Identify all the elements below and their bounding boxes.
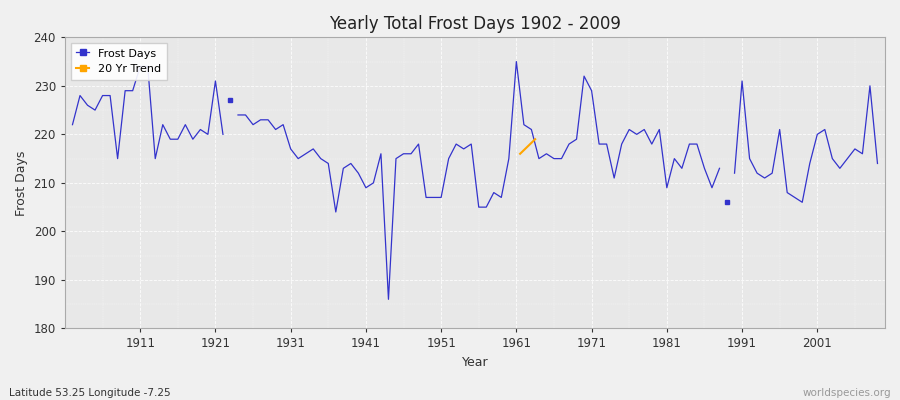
- Frost Days: [68, 122, 78, 127]
- Frost Days: [158, 122, 168, 127]
- Frost Days: [195, 127, 206, 132]
- Line: Frost Days: Frost Days: [73, 66, 223, 159]
- Frost Days: [97, 93, 108, 98]
- Y-axis label: Frost Days: Frost Days: [15, 150, 28, 216]
- Text: Latitude 53.25 Longitude -7.25: Latitude 53.25 Longitude -7.25: [9, 388, 171, 398]
- Line: 20 Yr Trend: 20 Yr Trend: [520, 139, 536, 154]
- X-axis label: Year: Year: [462, 356, 489, 369]
- Frost Days: [165, 137, 176, 142]
- Frost Days: [90, 108, 101, 112]
- Title: Yearly Total Frost Days 1902 - 2009: Yearly Total Frost Days 1902 - 2009: [329, 15, 621, 33]
- Frost Days: [104, 93, 115, 98]
- Frost Days: [210, 78, 220, 83]
- Frost Days: [75, 93, 86, 98]
- Frost Days: [173, 137, 184, 142]
- Frost Days: [202, 132, 213, 137]
- Frost Days: [127, 88, 138, 93]
- Frost Days: [82, 103, 93, 108]
- Frost Days: [218, 132, 229, 137]
- Frost Days: [187, 137, 198, 142]
- Frost Days: [149, 156, 160, 161]
- Text: worldspecies.org: worldspecies.org: [803, 388, 891, 398]
- Frost Days: [135, 64, 146, 69]
- 20 Yr Trend: [530, 137, 541, 142]
- 20 Yr Trend: [515, 151, 526, 156]
- Frost Days: [180, 122, 191, 127]
- Legend: Frost Days, 20 Yr Trend: Frost Days, 20 Yr Trend: [70, 43, 167, 80]
- Frost Days: [112, 156, 123, 161]
- Frost Days: [120, 88, 130, 93]
- Frost Days: [142, 64, 153, 69]
